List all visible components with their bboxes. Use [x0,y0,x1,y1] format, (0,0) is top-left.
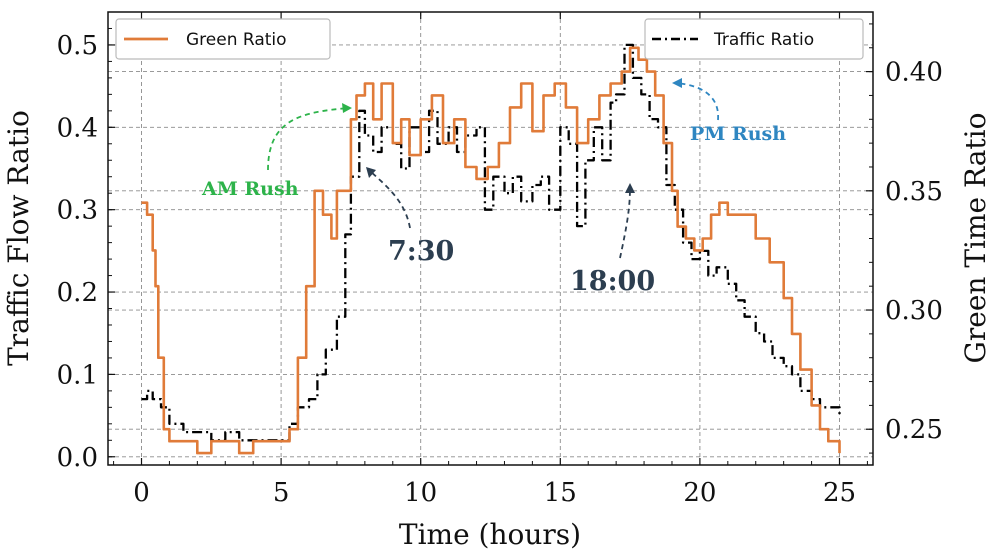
x-tick-label-1: 5 [273,478,290,508]
series-line-green-ratio [141,46,841,455]
y-axis-right-label: Green Time Ratio [959,113,992,364]
series-layer [141,43,841,455]
series-line-traffic-ratio [141,43,841,442]
time-730-arrow [368,169,411,229]
pm-rush-arrowhead [672,78,682,88]
time-1800-arrow [619,187,631,259]
y-right-tick-label-2: 0.35 [885,177,943,207]
y-right-tick-label-1: 0.30 [885,296,943,326]
x-tick-label-5: 25 [823,478,856,508]
y-right-tick-label-3: 0.40 [885,58,943,88]
am-rush-label: AM Rush [201,178,299,200]
time-1800-arrowhead [625,183,635,193]
time-730-arrowhead [366,167,376,178]
legend-traffic-label: Traffic Ratio [713,30,814,50]
x-tick-label-3: 15 [544,478,577,508]
am-rush-arrow [267,107,350,171]
legend-green-label: Green Ratio [186,30,287,50]
legend-traffic-box [644,18,864,60]
legend-green: Green Ratio [115,18,331,60]
am-rush-arrowhead [342,103,352,113]
ticks: 0 5 10 15 20 25 0.0 0.1 0.2 0.3 0.4 0.5 0.25 0.30 0.35… [57,12,943,508]
x-tick-label-0: 0 [133,478,150,508]
y-right-tick-label-0: 0.25 [885,415,943,445]
legend-traffic: Traffic Ratio [644,18,864,60]
y-left-tick-label-5: 0.5 [57,31,98,61]
y-axis-left-label: Traffic Flow Ratio [2,110,35,366]
y-left-tick-label-0: 0.0 [57,443,98,473]
x-axis-label: Time (hours) [399,518,581,551]
time-1800-label: 18:00 [570,266,655,297]
legend-green-box [115,18,331,60]
pm-rush-label: PM Rush [690,123,786,145]
pm-rush-arrow [675,82,719,121]
y-left-tick-label-2: 0.2 [57,278,98,308]
annotations: AM Rush 7:30 PM Rush 18:00 [201,78,786,297]
x-tick-label-2: 10 [404,478,437,508]
y-left-tick-label-3: 0.3 [57,196,98,226]
y-left-tick-label-4: 0.4 [57,113,98,143]
x-tick-label-4: 20 [683,478,716,508]
y-left-tick-label-1: 0.1 [57,360,98,390]
time-730-label: 7:30 [388,236,454,267]
